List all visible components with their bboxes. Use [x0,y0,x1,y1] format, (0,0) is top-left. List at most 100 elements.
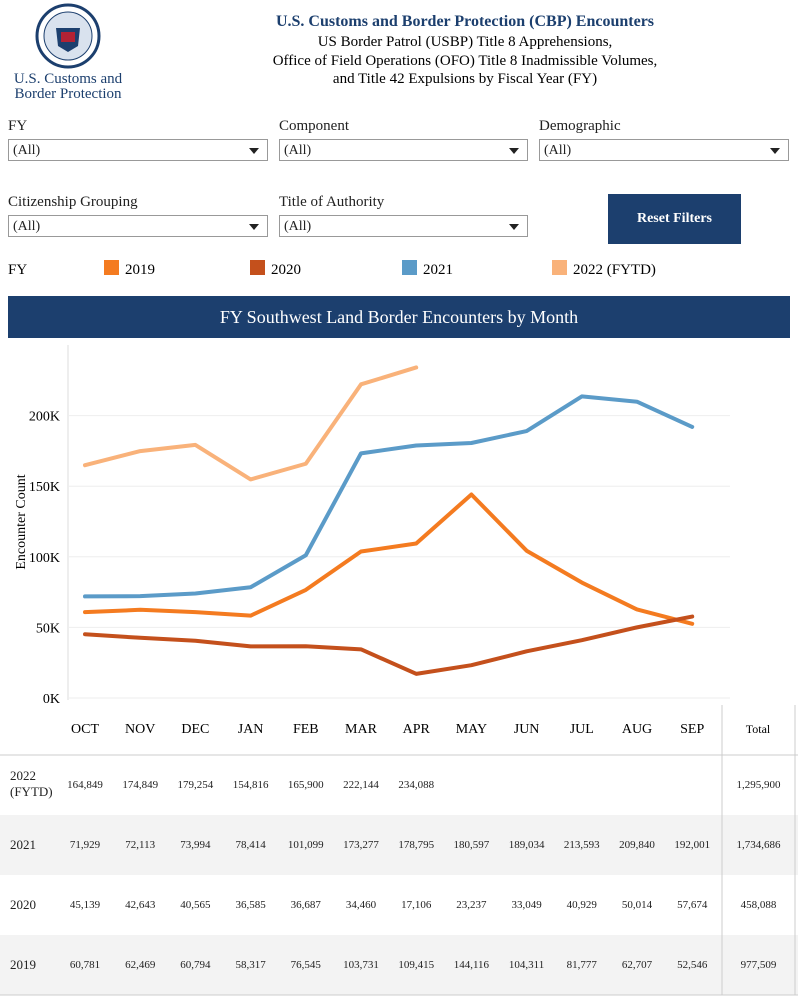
table-cell: 17,106 [401,899,432,911]
row-band [0,815,798,875]
table-cell: 57,674 [677,899,708,911]
row-label: 2022 (FYTD) [10,768,53,799]
filter-label: Title of Authority [279,194,385,210]
table-cell: 189,034 [508,839,545,851]
table-cell: 222,144 [343,779,379,791]
table-cell: 71,929 [69,839,101,851]
column-header: AUG [622,722,652,737]
table-cell: 73,994 [180,839,211,851]
table-cell: 179,254 [177,779,214,791]
column-header: FEB [293,722,319,737]
table-cell: 180,597 [453,839,490,851]
table-cell: 36,585 [235,899,266,911]
logo-text: Border Protection [14,86,122,102]
table-cell: 62,469 [125,959,156,971]
table-cell: 101,099 [287,839,324,851]
row-band [0,935,798,995]
table-cell: 173,277 [343,839,379,851]
logo-text: U.S. Customs and [14,71,123,87]
total-cell: 1,295,900 [736,779,781,791]
row-label: 2020 [10,897,36,912]
column-header: Total [746,722,771,736]
y-tick-label: 50K [36,621,60,636]
filter-label: FY [8,118,28,134]
table-cell: 81,777 [566,959,597,971]
table-cell: 164,849 [67,779,103,791]
total-cell: 977,509 [740,959,777,971]
table-cell: 50,014 [621,899,653,911]
filter-select[interactable]: (All) [279,215,528,237]
series-line [83,614,695,676]
table-cell: 72,113 [125,839,156,851]
table-cell: 42,643 [125,899,156,911]
y-axis-label: Encounter Count [14,474,29,569]
table-cell: 58,317 [235,959,266,971]
filter-label: Component [279,118,349,134]
filter-select[interactable]: (All) [8,139,268,161]
table-cell: 103,731 [343,959,379,971]
legend-label: 2019 [125,262,155,278]
row-label: 2019 [10,957,36,972]
y-tick-label: 150K [29,480,60,495]
table-cell: 178,795 [398,839,435,851]
table-cell: 192,001 [674,839,711,851]
table-cell: 40,929 [566,899,597,911]
table-cell: 174,849 [122,779,159,791]
title: U.S. Customs and Border Protection (CBP)… [276,13,654,30]
table-cell: 52,546 [677,959,708,971]
filter-label: Demographic [539,118,621,134]
table-cell: 165,900 [287,779,324,791]
column-header: MAR [345,722,378,737]
table-cell: 144,116 [453,959,490,971]
column-header: JUN [514,722,540,737]
table-cell: 23,237 [456,899,487,911]
legend-swatch [104,260,119,275]
table-cell: 76,545 [290,959,321,971]
column-header: MAY [456,722,487,737]
table-cell: 62,707 [621,959,653,971]
table-cell: 109,415 [398,959,435,971]
legend-swatch [402,260,417,275]
y-tick-label: 200K [29,410,60,425]
chart-title: FY Southwest Land Border Encounters by M… [220,307,578,327]
table-cell: 234,088 [398,779,435,791]
table-cell: 45,139 [69,899,101,911]
legend-swatch [250,260,265,275]
column-header: DEC [181,722,209,737]
legend-title: FY [8,262,27,278]
series-line [83,394,695,599]
chart-banner [8,296,790,338]
column-header: NOV [125,722,155,737]
table-cell: 209,840 [619,839,655,851]
y-tick-label: 0K [43,692,60,707]
total-cell: 458,088 [740,899,777,911]
table-cell: 104,311 [508,959,545,971]
series-line [83,492,695,626]
filter-label: Citizenship Grouping [8,194,138,210]
table-cell: 154,816 [232,779,269,791]
legend-swatch [552,260,567,275]
filter-select[interactable]: (All) [8,215,268,237]
table-cell: 36,687 [290,899,321,911]
table-cell: 34,460 [345,899,377,911]
total-cell: 1,734,686 [736,839,781,851]
series-line [83,365,419,482]
legend-label: 2022 (FYTD) [573,262,656,278]
subtitle: Office of Field Operations (OFO) Title 8… [273,53,658,69]
column-header: OCT [71,722,99,737]
filter-select[interactable]: (All) [279,139,528,161]
y-tick-label: 100K [29,551,60,566]
subtitle: and Title 42 Expulsions by Fiscal Year (… [333,71,597,87]
table-cell: 40,565 [180,899,211,911]
column-header: JAN [238,722,264,737]
filter-select[interactable]: (All) [539,139,789,161]
row-label: 2021 [10,837,36,852]
reset-button[interactable]: Reset Filters [608,194,741,244]
legend-label: 2021 [423,262,453,278]
column-header: JUL [570,722,594,737]
legend-label: 2020 [271,262,301,278]
table-cell: 213,593 [563,839,600,851]
table-cell: 78,414 [235,839,266,851]
